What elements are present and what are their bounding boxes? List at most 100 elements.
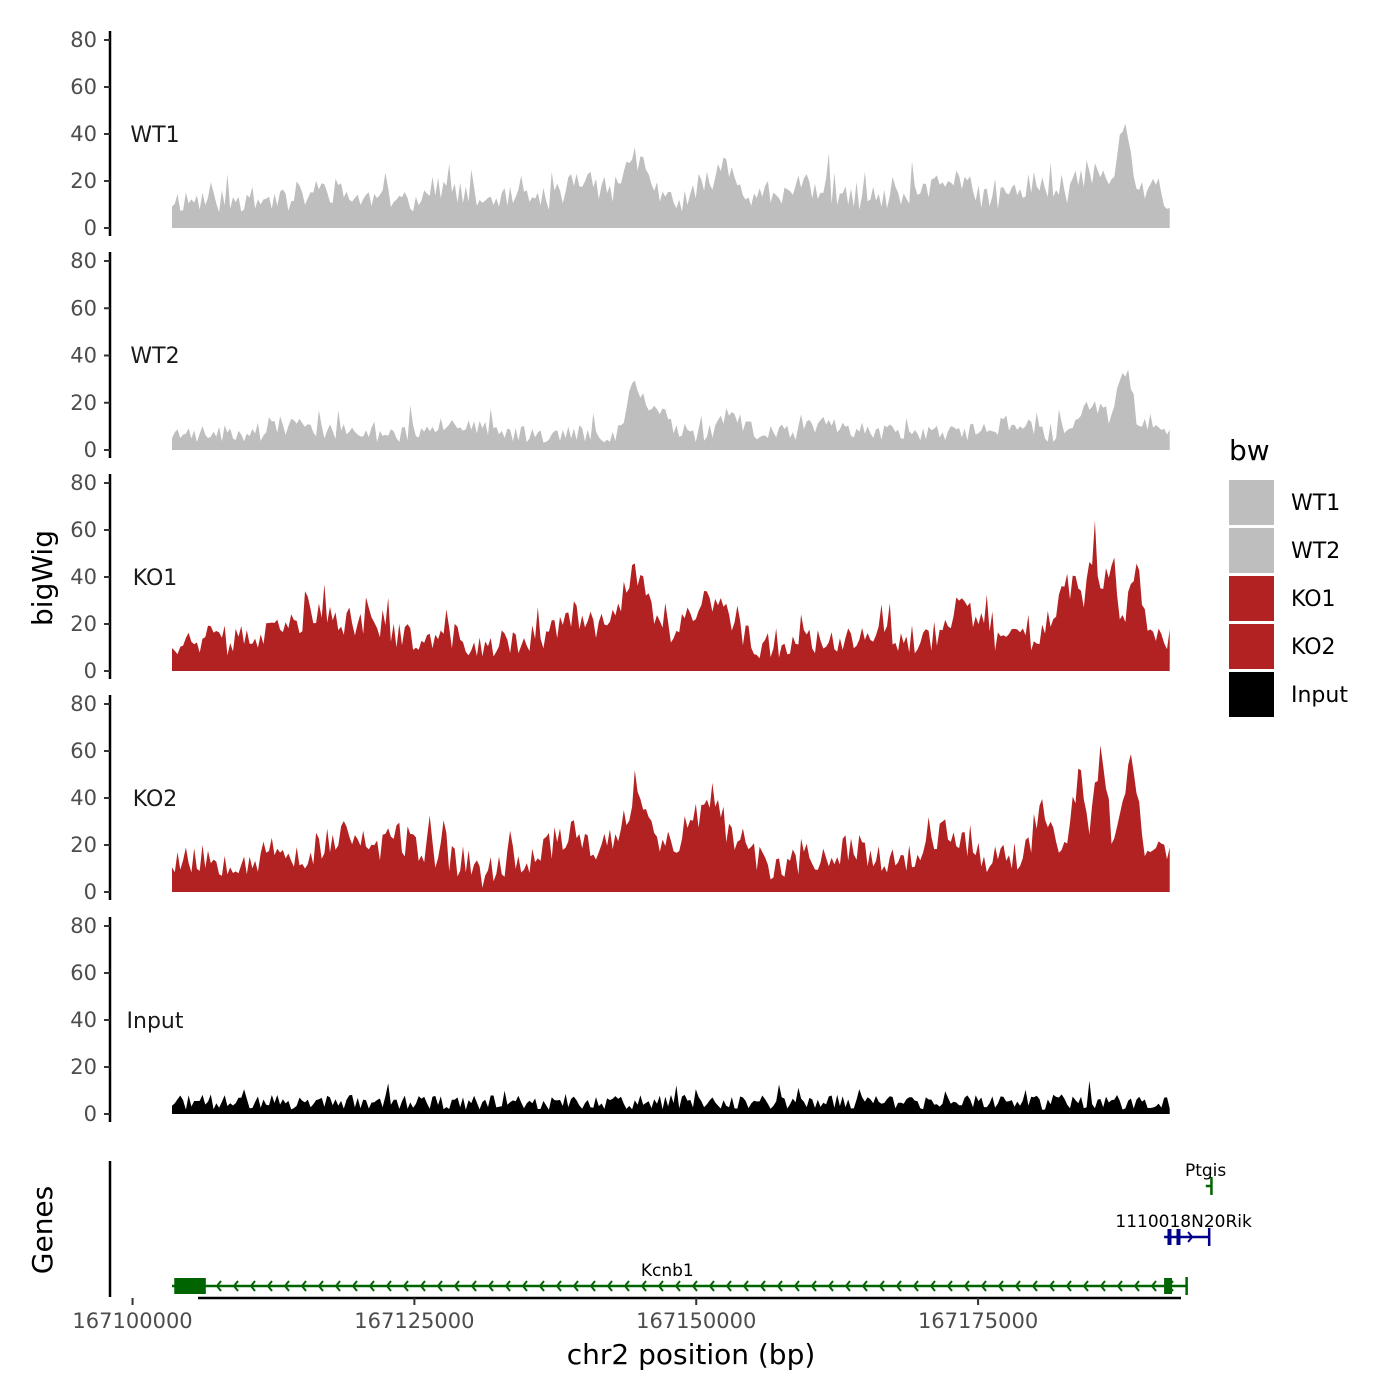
gene-label-1110018n20rik: 1110018N20Rik — [1115, 1212, 1252, 1232]
y-tick-label: 80 — [70, 28, 97, 52]
y-tick-label: 0 — [84, 216, 97, 240]
strand-arrow — [725, 1280, 732, 1292]
gene-ptgis: Ptgis — [1185, 1161, 1226, 1195]
legend-title: bw — [1229, 434, 1270, 467]
y-tick-label: 60 — [70, 961, 97, 985]
y-tick-label: 0 — [84, 659, 97, 683]
strand-arrow — [776, 1280, 783, 1292]
strand-arrow — [827, 1280, 834, 1292]
strand-arrow — [606, 1280, 613, 1292]
x-tick-label: 167100000 — [72, 1309, 192, 1333]
y-tick-label: 60 — [70, 296, 97, 320]
y-tick-label: 20 — [70, 1055, 97, 1079]
strand-arrow — [402, 1280, 409, 1292]
strand-arrow — [878, 1280, 885, 1292]
y-tick-label: 60 — [70, 518, 97, 542]
track-panel-input: 0 20 40 60 80 Input — [70, 914, 1170, 1126]
y-tick-label: 80 — [70, 914, 97, 938]
x-axis-title: chr2 position (bp) — [567, 1338, 816, 1371]
gene-kcnb1: Kcnb1 — [172, 1261, 1188, 1295]
y-tick-label: 0 — [84, 1102, 97, 1126]
strand-arrow — [300, 1280, 307, 1292]
legend-swatch-ko1 — [1229, 576, 1274, 621]
legend-swatch-wt2 — [1229, 528, 1274, 573]
strand-arrow — [844, 1280, 851, 1292]
strand-arrow — [1187, 1231, 1194, 1243]
y-tick-label: 80 — [70, 249, 97, 273]
strand-arrow — [691, 1280, 698, 1292]
legend-label-wt1: WT1 — [1291, 491, 1340, 516]
strand-arrow — [215, 1280, 222, 1292]
legend-label-input: Input — [1291, 683, 1348, 708]
strand-arrow — [351, 1280, 358, 1292]
legend-label-wt2: WT2 — [1291, 539, 1340, 564]
strand-arrow — [963, 1280, 970, 1292]
y-tick-label: 80 — [70, 471, 97, 495]
panel-label-ko1: KO1 — [133, 566, 178, 591]
strand-arrow — [793, 1280, 800, 1292]
strand-arrow — [538, 1280, 545, 1292]
strand-arrow — [334, 1280, 341, 1292]
panel-label-wt2: WT2 — [130, 344, 179, 369]
gene-label-kcnb1: Kcnb1 — [641, 1261, 694, 1281]
gene-1110018n20rik: 1110018N20Rik — [1115, 1212, 1252, 1246]
signal-area-input — [172, 1080, 1170, 1114]
gene-exon — [1176, 1229, 1181, 1245]
track-panel-wt1: 0 20 40 60 80 WT1 — [70, 28, 1170, 240]
signal-area-wt1 — [172, 123, 1170, 228]
strand-arrow — [912, 1280, 919, 1292]
strand-arrow — [861, 1280, 868, 1292]
y-tick-label: 40 — [70, 122, 97, 146]
strand-arrow — [980, 1280, 987, 1292]
y-tick-label: 20 — [70, 169, 97, 193]
strand-arrow — [674, 1280, 681, 1292]
strand-arrow — [1099, 1280, 1106, 1292]
y-tick-label: 20 — [70, 391, 97, 415]
y-tick-label: 40 — [70, 344, 97, 368]
strand-arrow — [1048, 1280, 1055, 1292]
strand-arrow — [368, 1280, 375, 1292]
strand-arrow — [436, 1280, 443, 1292]
panel-label-ko2: KO2 — [133, 787, 178, 812]
track-panel-wt2: 0 20 40 60 80 WT2 — [70, 249, 1170, 462]
y-tick-label: 20 — [70, 833, 97, 857]
x-tick-label: 167150000 — [636, 1309, 756, 1333]
strand-arrow — [504, 1280, 511, 1292]
strand-arrow — [470, 1280, 477, 1292]
strand-arrow — [895, 1280, 902, 1292]
strand-arrow — [1031, 1280, 1038, 1292]
strand-arrow — [453, 1280, 460, 1292]
gene-exon — [1167, 1229, 1172, 1245]
y-tick-label: 80 — [70, 692, 97, 716]
signal-area-ko1 — [172, 520, 1170, 671]
x-tick-label: 167125000 — [354, 1309, 474, 1333]
y-tick-label: 40 — [70, 565, 97, 589]
x-tick-label: 167175000 — [918, 1309, 1038, 1333]
y-tick-label: 40 — [70, 786, 97, 810]
y-axis-title-genes: Genes — [26, 1186, 59, 1274]
strand-arrow — [997, 1280, 1004, 1292]
strand-arrow — [317, 1280, 324, 1292]
strand-arrow — [946, 1280, 953, 1292]
strand-arrow — [555, 1280, 562, 1292]
legend-label-ko1: KO1 — [1291, 587, 1336, 612]
gene-label-ptgis: Ptgis — [1185, 1161, 1226, 1181]
strand-arrow — [759, 1280, 766, 1292]
strand-arrow — [266, 1280, 273, 1292]
strand-arrow — [623, 1280, 630, 1292]
strand-arrow — [249, 1280, 256, 1292]
y-tick-label: 0 — [84, 438, 97, 462]
strand-arrow — [929, 1280, 936, 1292]
gene-exon — [174, 1278, 206, 1294]
strand-arrow — [572, 1280, 579, 1292]
strand-arrow — [487, 1280, 494, 1292]
track-panel-ko1: 0 20 40 60 80 KO1 — [70, 471, 1170, 683]
strand-arrow — [657, 1280, 664, 1292]
strand-arrow — [521, 1280, 528, 1292]
y-axis-title-bigwig: bigWig — [26, 530, 59, 626]
legend-swatch-wt1 — [1229, 480, 1274, 525]
strand-arrow — [810, 1280, 817, 1292]
x-axis: 167100000 167125000 167150000 167175000 — [72, 1296, 1181, 1333]
strand-arrow — [1014, 1280, 1021, 1292]
